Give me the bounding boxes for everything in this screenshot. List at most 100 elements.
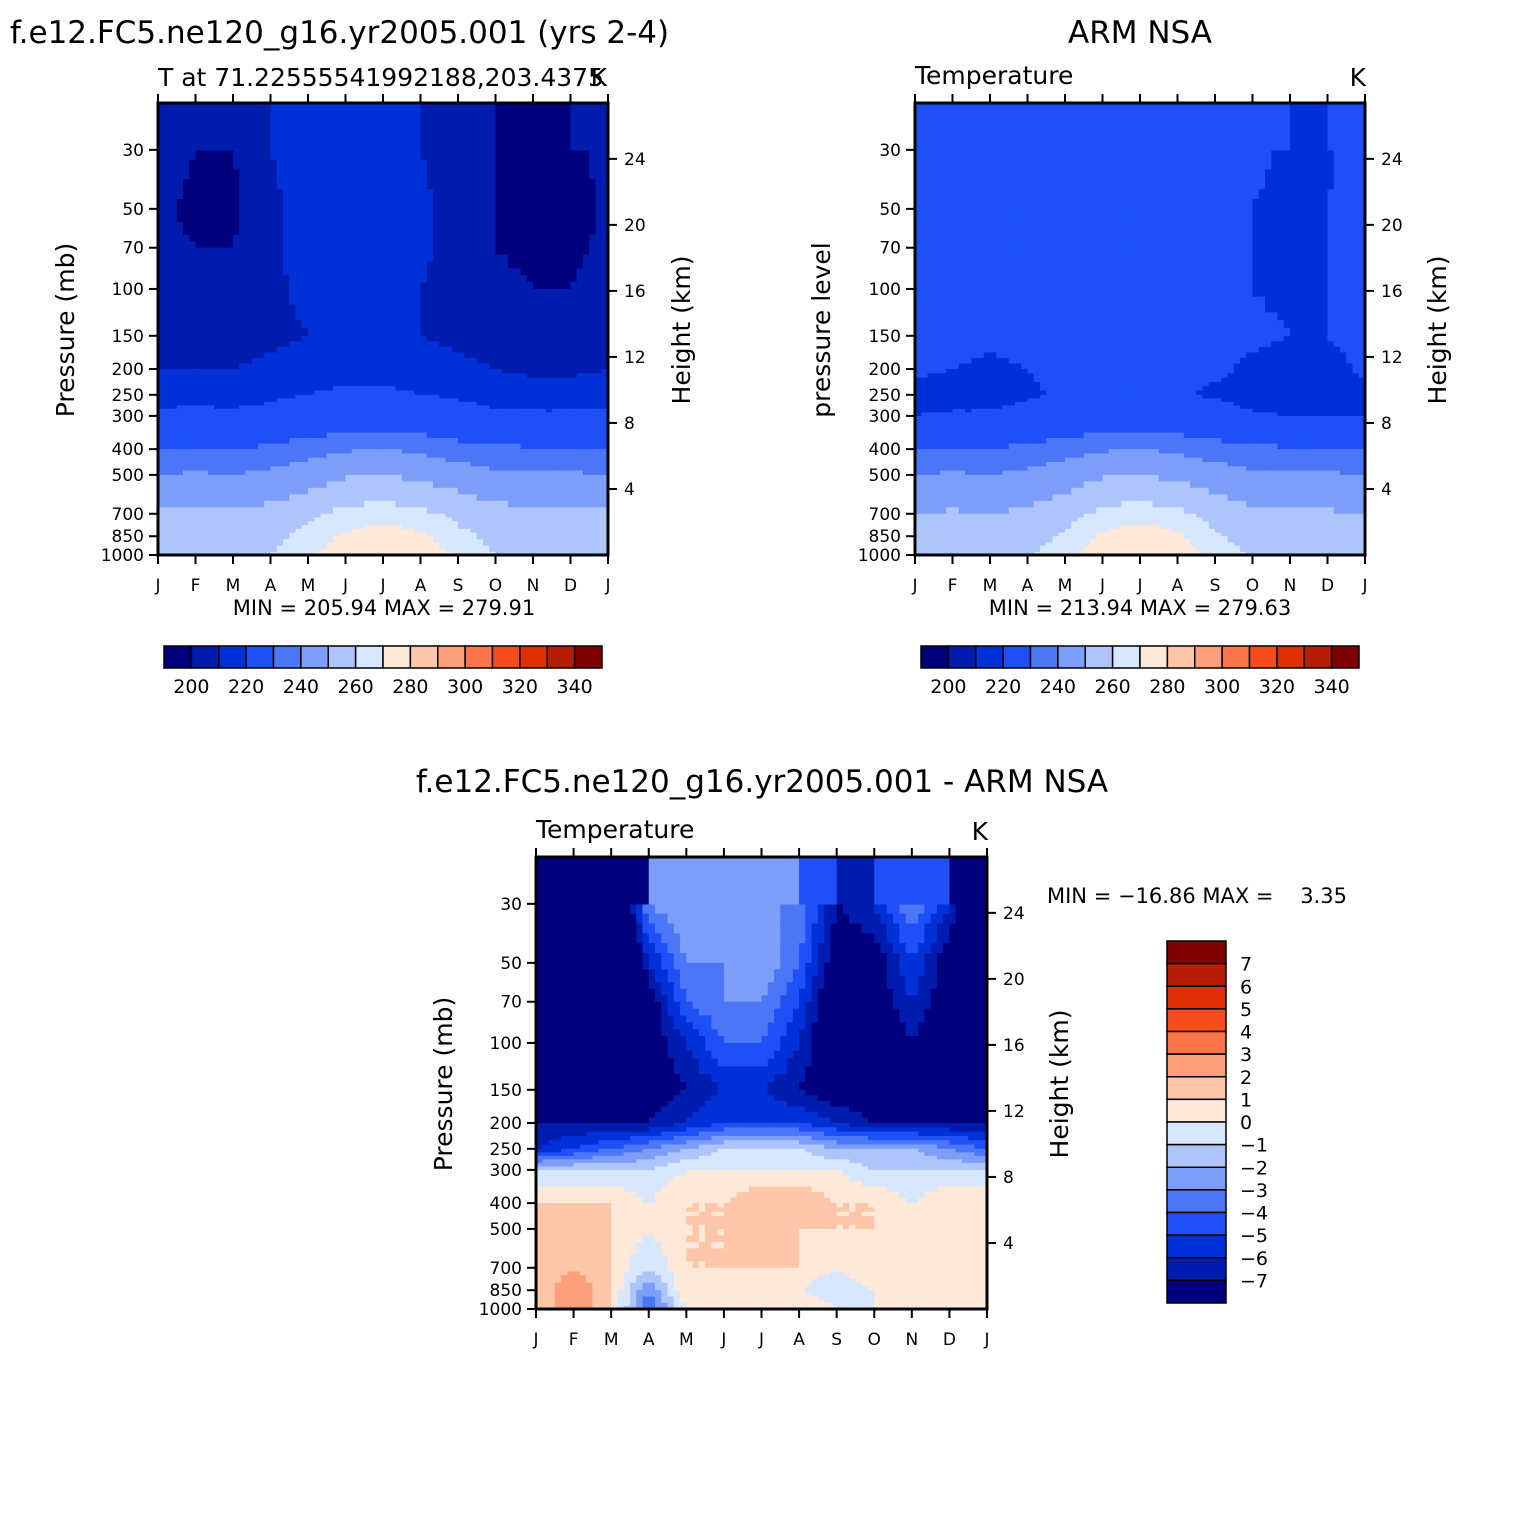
contour-cell [533, 487, 540, 495]
contour-cell [376, 438, 384, 445]
contour-cell [258, 247, 265, 256]
contour-cell [533, 390, 540, 396]
contour-cell [445, 169, 453, 180]
contour-cell [458, 199, 465, 210]
contour-cell [251, 474, 259, 482]
contour-cell [245, 513, 253, 519]
contour-cell [551, 432, 559, 439]
contour-cell [395, 539, 403, 544]
contour-cell [208, 421, 215, 428]
contour-cell [276, 525, 284, 530]
contour-cell [583, 288, 590, 298]
contour-cell [601, 373, 609, 379]
contour-cell [476, 474, 484, 482]
contour-cell [420, 394, 428, 399]
contour-cell [489, 470, 497, 476]
contour-cell [595, 221, 603, 229]
contour-cell [233, 525, 240, 530]
contour-cell [358, 474, 365, 482]
contour-cell [233, 542, 240, 547]
contour-cell [495, 199, 503, 210]
contour-cell [383, 390, 390, 396]
contour-cell [258, 513, 265, 519]
contour-cell [595, 525, 603, 530]
contour-cell [464, 438, 472, 445]
contour-cell [414, 275, 422, 283]
contour-cell [345, 494, 353, 502]
contour-cell [433, 462, 440, 467]
contour-cell [564, 369, 572, 374]
contour-cell [470, 457, 478, 463]
contour-cell [389, 542, 397, 547]
contour-cell [333, 487, 340, 495]
contour-cell [270, 449, 278, 455]
contour-cell [164, 539, 172, 544]
contour-cell [458, 405, 465, 410]
contour-cell [583, 341, 590, 348]
contour-cell [308, 268, 315, 276]
contour-cell [470, 320, 478, 329]
contour-cell [476, 487, 484, 495]
contour-cell [264, 369, 272, 374]
contour-cell [183, 500, 190, 508]
contour-cell [408, 457, 415, 463]
contour-cell [433, 443, 440, 450]
contour-cell [201, 401, 209, 406]
contour-cell [220, 228, 228, 236]
contour-cell [576, 357, 584, 365]
contour-cell [233, 288, 240, 298]
contour-cell [189, 261, 197, 269]
contour-cell [433, 341, 440, 348]
contour-cell [558, 401, 565, 406]
contour-cell [589, 438, 597, 445]
contour-cell [308, 228, 315, 236]
contour-cell [476, 453, 484, 459]
contour-cell [576, 304, 584, 313]
contour-cell [570, 320, 578, 329]
contour-cell [526, 517, 534, 522]
contour-cell [426, 466, 434, 472]
contour-cell [301, 548, 309, 553]
contour-cell [445, 221, 453, 229]
contour-cell [195, 386, 203, 392]
contour-cell [376, 532, 384, 537]
contour-cell [458, 357, 465, 365]
contour-cell [301, 532, 309, 537]
contour-cell [483, 254, 490, 263]
contour-cell [339, 377, 347, 383]
contour-cell [383, 462, 390, 467]
contour-cell [270, 328, 278, 337]
contour-cell [283, 487, 290, 495]
contour-cell [220, 261, 228, 269]
contour-cell [283, 357, 290, 365]
contour-cell [183, 432, 190, 439]
contour-cell [545, 394, 553, 399]
contour-cell [245, 507, 253, 515]
contour-cell [514, 304, 522, 313]
contour-cell [564, 335, 572, 342]
contour-cell [295, 415, 303, 423]
contour-cell [508, 199, 515, 210]
contour-cell [183, 341, 190, 348]
contour-cell [470, 412, 478, 417]
contour-cell [433, 282, 440, 290]
contour-cell [514, 386, 522, 392]
contour-cell [239, 254, 247, 263]
contour-cell [539, 443, 547, 450]
contour-cell [570, 474, 578, 482]
contour-cell [195, 199, 203, 210]
contour-cell [226, 421, 234, 428]
contour-cell [526, 432, 534, 439]
contour-cell [176, 462, 184, 467]
contour-cell [520, 426, 528, 434]
contour-cell [195, 341, 203, 348]
contour-cell [295, 234, 303, 242]
contour-cell [326, 528, 334, 534]
contour-cell [558, 228, 565, 236]
contour-cell [389, 386, 397, 392]
contour-cell [201, 247, 209, 256]
contour-cell [414, 390, 422, 396]
contour-cell [570, 357, 578, 365]
contour-cell [339, 474, 347, 482]
contour-cell [226, 398, 234, 403]
